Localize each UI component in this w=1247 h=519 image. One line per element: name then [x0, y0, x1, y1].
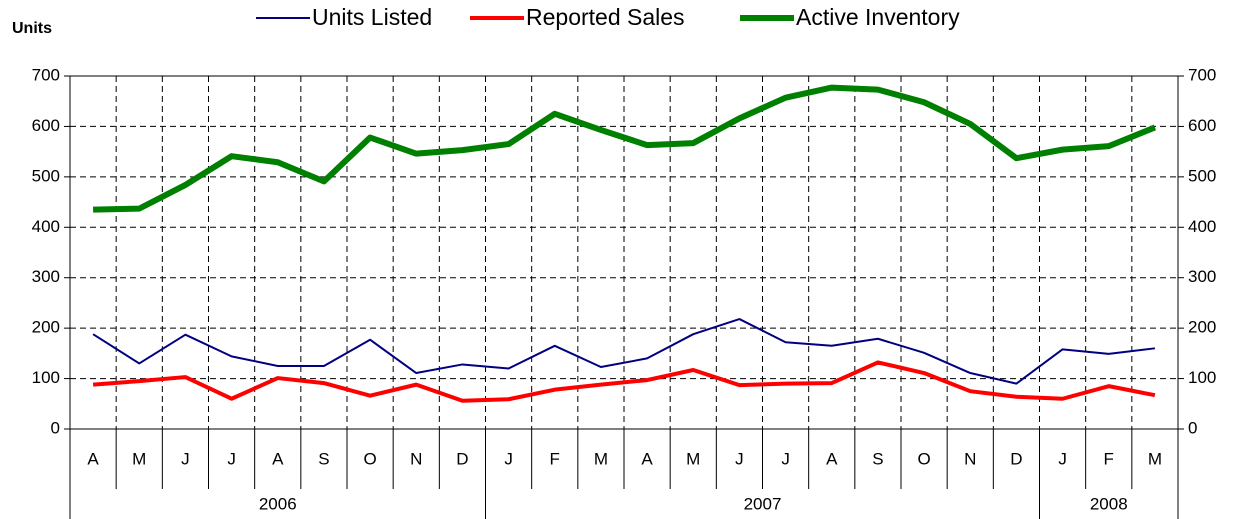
y-tick-label: 700	[32, 65, 60, 84]
x-tick-label: J	[504, 449, 513, 468]
x-tick-label: J	[181, 449, 190, 468]
series-line	[92, 360, 1156, 403]
legend-label: Units Listed	[312, 4, 432, 30]
series-line	[93, 84, 1157, 213]
y-tick-label: 600	[32, 116, 60, 135]
y2-tick-label: 700	[1188, 65, 1216, 84]
y-tick-label: 500	[32, 166, 60, 185]
x-group-label: 2007	[744, 494, 782, 513]
x-tick-label: N	[410, 449, 422, 468]
x-tick-label: J	[227, 449, 236, 468]
y-tick-label: 0	[51, 418, 60, 437]
y2-tick-label: 300	[1188, 267, 1216, 286]
x-tick-label: A	[826, 449, 838, 468]
y-axis-label: Units	[12, 20, 52, 37]
x-tick-label: J	[735, 449, 744, 468]
y-tick-label: 300	[32, 267, 60, 286]
y2-tick-label: 0	[1188, 418, 1197, 437]
x-tick-label: F	[1104, 449, 1114, 468]
y2-tick-label: 600	[1188, 116, 1216, 135]
x-tick-label: F	[550, 449, 560, 468]
x-tick-label: N	[964, 449, 976, 468]
series-line	[92, 318, 1156, 385]
legend-label: Active Inventory	[796, 4, 960, 30]
y2-tick-label: 400	[1188, 217, 1216, 236]
x-group-label: 2006	[259, 494, 297, 513]
y-tick-label: 100	[32, 368, 60, 387]
x-tick-label: O	[917, 449, 930, 468]
y2-tick-label: 200	[1188, 318, 1216, 337]
y2-tick-label: 500	[1188, 166, 1216, 185]
legend-label: Reported Sales	[526, 4, 685, 30]
y-tick-label: 200	[32, 318, 60, 337]
x-tick-label: M	[594, 449, 608, 468]
x-tick-label: A	[272, 449, 284, 468]
x-tick-label: J	[1058, 449, 1067, 468]
y-tick-label: 400	[32, 217, 60, 236]
x-tick-label: M	[132, 449, 146, 468]
x-tick-label: S	[318, 449, 329, 468]
x-tick-label: M	[686, 449, 700, 468]
x-tick-label: J	[781, 449, 790, 468]
x-tick-label: D	[1010, 449, 1022, 468]
x-tick-label: D	[456, 449, 468, 468]
x-tick-label: S	[872, 449, 883, 468]
x-tick-label: M	[1148, 449, 1162, 468]
x-tick-label: A	[641, 449, 653, 468]
x-tick-label: A	[87, 449, 99, 468]
y2-tick-label: 100	[1188, 368, 1216, 387]
x-tick-label: O	[363, 449, 376, 468]
x-group-label: 2008	[1090, 494, 1128, 513]
